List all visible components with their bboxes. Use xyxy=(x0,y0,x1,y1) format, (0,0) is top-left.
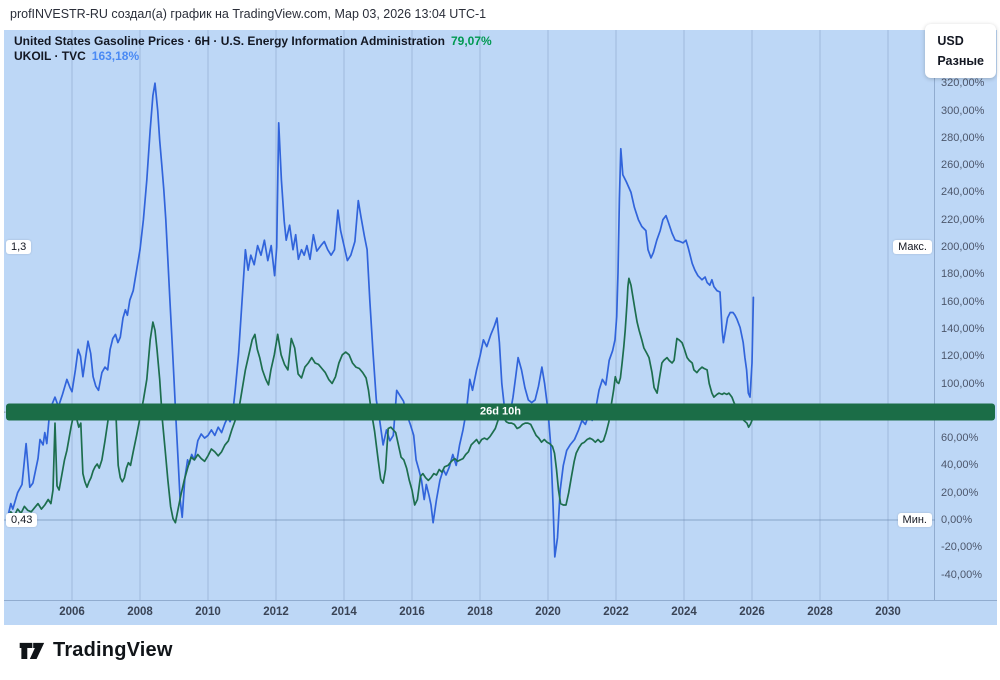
time-scale-tick: 2006 xyxy=(59,606,85,618)
price-chart-canvas[interactable] xyxy=(4,30,935,600)
price-scale-tick: 120,00% xyxy=(941,350,985,363)
price-scale[interactable]: 320,00% 300,00% 280,00% 260,00% 240,00% 220,0… xyxy=(934,30,997,600)
chart-pane[interactable]: United States Gasoline Prices · 6H · U.S… xyxy=(4,24,997,625)
time-scale-tick: 2020 xyxy=(535,606,561,618)
price-scale-tick: 180,00% xyxy=(941,268,985,281)
legend-title-gasoline: United States Gasoline Prices · 6H · U.S… xyxy=(14,34,445,48)
legend-row-gasoline[interactable]: United States Gasoline Prices · 6H · U.S… xyxy=(14,34,492,49)
tradingview-logo-text: TradingView xyxy=(53,639,173,661)
time-scale-tick: 2028 xyxy=(807,606,833,618)
time-scale-tick: 2024 xyxy=(671,606,697,618)
time-scale-tick: 2018 xyxy=(467,606,493,618)
price-scale-tick: 20,00% xyxy=(941,486,979,499)
price-scale-tick: 140,00% xyxy=(941,322,985,335)
price-scale-tick: -40,00% xyxy=(941,568,982,581)
series-line-gasoline[interactable] xyxy=(6,277,755,524)
price-scale-tick: 60,00% xyxy=(941,432,979,445)
scale-mode-raznye-button[interactable]: Разные xyxy=(937,54,984,68)
time-scale-tick: 2026 xyxy=(739,606,765,618)
scale-mode-usd-button[interactable]: USD xyxy=(937,34,964,48)
price-scale-tick: -20,00% xyxy=(941,541,982,554)
price-scale-tick: 220,00% xyxy=(941,213,985,226)
price-scale-tick: 40,00% xyxy=(941,459,979,472)
price-scale-tick: 100,00% xyxy=(941,377,985,390)
price-scale-tick: 200,00% xyxy=(941,241,985,253)
price-scale-tick: 0,00% xyxy=(941,514,973,526)
footer: TradingView xyxy=(0,625,1000,680)
max-price-badge: 1,3 xyxy=(6,240,32,254)
legend-value-ukoil: 163,18% xyxy=(91,49,140,63)
price-scale-tick: 320,00% xyxy=(941,77,985,90)
min-price-badge: 0,43 xyxy=(6,513,38,527)
chart-attribution: profINVESTR-RU создал(а) график на Tradi… xyxy=(10,7,487,21)
time-scale-tick: 2030 xyxy=(875,606,901,618)
time-scale-tick: 2016 xyxy=(399,606,425,618)
bar-countdown-badge: 26d 10h xyxy=(6,403,995,421)
time-scale-tick: 2022 xyxy=(603,606,629,618)
legend-value-gasoline: 79,07% xyxy=(450,34,492,48)
price-scale-tick: 240,00% xyxy=(941,186,985,199)
price-scale-tick: 280,00% xyxy=(941,131,985,144)
time-scale-tick: 2012 xyxy=(263,606,289,618)
time-scale-tick: 2010 xyxy=(195,606,221,618)
scale-mode-panel: USD Разные xyxy=(925,24,996,78)
series-line-ukoil[interactable] xyxy=(6,82,755,558)
time-scale[interactable]: 2006 2008 2010 2012 2014 2016 2018 2020 2022 2024… xyxy=(4,600,997,625)
max-price-label: Макс. xyxy=(893,240,932,254)
time-scale-tick: 2014 xyxy=(331,606,357,618)
tradingview-logo-icon xyxy=(19,642,45,659)
min-price-label: Мин. xyxy=(897,513,932,527)
legend-title-ukoil: UKOIL · TVC xyxy=(14,49,86,63)
price-scale-tick: 300,00% xyxy=(941,104,985,117)
price-scale-tick: 260,00% xyxy=(941,159,985,172)
legend: United States Gasoline Prices · 6H · U.S… xyxy=(14,34,492,64)
price-scale-tick: 160,00% xyxy=(941,295,985,308)
tradingview-logo[interactable]: TradingView xyxy=(18,637,173,664)
time-scale-tick: 2008 xyxy=(127,606,153,618)
legend-row-ukoil[interactable]: UKOIL · TVC 163,18% xyxy=(14,49,492,64)
